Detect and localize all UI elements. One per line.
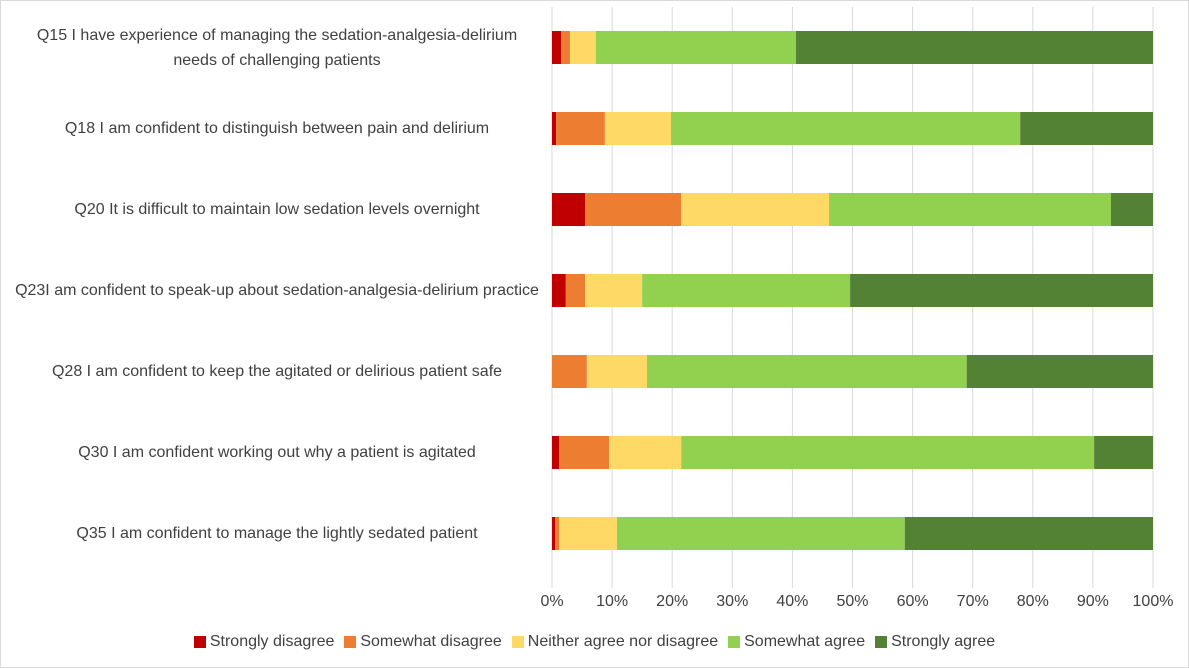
bar-segment (559, 436, 610, 469)
bar-segment (552, 31, 562, 64)
bar-segment (552, 355, 587, 388)
bar-segment (555, 517, 560, 550)
bar-segment (670, 112, 1021, 145)
bar-segment (604, 112, 671, 145)
legend-swatch (728, 636, 741, 648)
bar-segment (556, 112, 605, 145)
bar-segment (552, 436, 560, 469)
legend-label: Somewhat agree (744, 633, 866, 650)
bar-segment (552, 193, 586, 226)
bar-segment (561, 31, 571, 64)
bar-segment (552, 517, 556, 550)
legend-label: Strongly disagree (209, 633, 335, 650)
category-label: Q30 I am confident working out why a pat… (78, 444, 476, 461)
bar-segment (681, 436, 1095, 469)
legend-item: Strongly disagree (193, 633, 335, 651)
legend-item: Strongly agree (875, 633, 995, 651)
x-tick-label: 30% (716, 593, 748, 610)
x-tick-label: 60% (897, 593, 929, 610)
legend-item: Somewhat agree (728, 633, 865, 651)
bar-segment (642, 274, 851, 307)
bar-segment (616, 517, 905, 550)
bar-segment (850, 274, 1153, 307)
bar-segment (829, 193, 1111, 226)
legend-swatch (875, 636, 888, 648)
legend-label: Neither agree nor disagree (527, 633, 719, 650)
x-tick-label: 20% (656, 593, 688, 610)
legend-label: Somewhat disagree (360, 633, 502, 650)
x-tick-label: 80% (1017, 593, 1049, 610)
bar-segment (796, 31, 1153, 64)
legend-swatch (344, 636, 357, 648)
x-tick-label: 50% (836, 593, 868, 610)
bar-segment (586, 355, 647, 388)
legend-swatch (511, 636, 524, 648)
x-tick-label: 0% (540, 593, 563, 610)
legend-item: Somewhat disagree (344, 633, 502, 651)
category-label: Q15 I have experience of managing the se… (36, 26, 518, 69)
bar-segment (559, 517, 617, 550)
x-tick-label: 40% (776, 593, 808, 610)
legend-item: Neither agree nor disagree (511, 633, 719, 651)
bar-segment (570, 31, 596, 64)
bar-segment (552, 274, 566, 307)
bar-segment (552, 112, 557, 145)
bar-segment (585, 274, 643, 307)
x-tick-label: 100% (1133, 593, 1174, 610)
category-label: Q18 I am confident to distinguish betwee… (64, 120, 490, 137)
bar-segment (1110, 193, 1153, 226)
legend: Strongly disagree Somewhat disagree Neithe… (1, 633, 1188, 651)
bar-segment (1020, 112, 1153, 145)
bar-segment (609, 436, 682, 469)
bar-segment (646, 355, 967, 388)
bar-segment (595, 31, 797, 64)
bar-segment (966, 355, 1153, 388)
x-tick-label: 70% (957, 593, 989, 610)
x-tick-label: 90% (1077, 593, 1109, 610)
bar-segment (565, 274, 586, 307)
x-tick-label: 10% (596, 593, 628, 610)
category-label: Q28 I am confident to keep the agitated … (51, 363, 503, 380)
bar-segment (681, 193, 830, 226)
bar-segment (585, 193, 682, 226)
category-label: Q20 It is difficult to maintain low seda… (74, 201, 480, 218)
bar-segment (904, 517, 1153, 550)
bar-segment (1094, 436, 1153, 469)
legend-label: Strongly agree (891, 633, 996, 650)
legend-swatch (193, 636, 206, 648)
category-label: Q35 I am confident to manage the lightly… (76, 525, 478, 542)
category-label: Q23I am confident to speak-up about seda… (15, 282, 539, 299)
